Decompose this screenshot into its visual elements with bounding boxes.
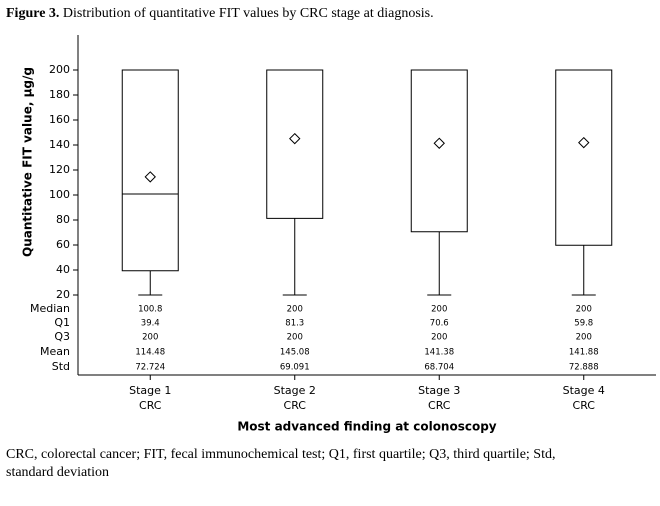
x-tick-label: Stage 3 <box>418 384 460 397</box>
stat-value: 72.724 <box>135 363 165 373</box>
y-tick-label: 180 <box>49 88 70 101</box>
box <box>555 69 613 246</box>
mean-marker <box>578 136 590 149</box>
x-tick-label: CRC <box>139 399 162 412</box>
chart-title: Figure 3. Distribution of quantitative F… <box>6 6 434 21</box>
mean-marker <box>144 171 156 183</box>
stat-label: Median <box>30 302 70 315</box>
figure-label: Figure 3. <box>6 6 59 21</box>
title-text: Distribution of quantitative FIT values … <box>63 6 434 21</box>
y-tick-label: 80 <box>56 213 70 226</box>
box <box>121 69 179 272</box>
y-tick-label: 40 <box>56 263 70 276</box>
mean-marker <box>433 137 445 149</box>
stat-label: Q3 <box>54 330 70 343</box>
stat-value: 39.4 <box>141 319 160 329</box>
x-tick-label: Stage 1 <box>129 384 171 397</box>
stat-value: 100.8 <box>138 305 162 315</box>
stat-value: 72.888 <box>569 363 599 373</box>
x-axis-title: Most advanced finding at colonoscopy <box>237 420 496 434</box>
stat-value: 81.3 <box>285 319 304 329</box>
stat-value: 200 <box>576 333 592 343</box>
stat-label: Q1 <box>54 316 70 329</box>
y-tick-label: 120 <box>49 163 70 176</box>
stat-value: 145.08 <box>280 348 310 358</box>
y-tick-label: 160 <box>49 113 70 126</box>
stat-value: 69.091 <box>280 363 310 373</box>
x-tick-label: Stage 4 <box>563 384 605 397</box>
stat-value: 59.8 <box>574 319 593 329</box>
stat-value: 70.6 <box>430 319 449 329</box>
y-tick-label: 200 <box>49 63 70 76</box>
y-tick-label: 140 <box>49 138 70 151</box>
x-tick-label: CRC <box>428 399 451 412</box>
stat-value: 141.88 <box>569 348 599 358</box>
stat-label: Std <box>52 360 70 373</box>
stat-value: 114.48 <box>135 348 165 358</box>
stat-value: 200 <box>287 333 303 343</box>
stat-value: 141.38 <box>424 348 454 358</box>
stat-value: 68.704 <box>424 363 454 373</box>
y-tick-label: 60 <box>56 238 70 251</box>
footnote: standard deviation <box>6 465 109 480</box>
stat-value: 200 <box>287 305 303 315</box>
y-axis-title: Quantitative FIT value, µg/g <box>21 67 35 257</box>
stat-value: 200 <box>431 333 447 343</box>
x-tick-label: CRC <box>573 399 596 412</box>
box <box>410 69 468 233</box>
y-tick-label: 20 <box>56 288 70 301</box>
x-tick-label: CRC <box>284 399 307 412</box>
stat-value: 200 <box>576 305 592 315</box>
mean-marker <box>289 132 301 145</box>
stat-label: Mean <box>40 345 70 358</box>
x-tick-label: Stage 2 <box>274 384 316 397</box>
y-tick-label: 100 <box>49 188 70 201</box>
stat-value: 200 <box>431 305 447 315</box>
footnote: CRC, colorectal cancer; FIT, fecal immun… <box>6 447 555 462</box>
stat-value: 200 <box>142 333 158 343</box>
